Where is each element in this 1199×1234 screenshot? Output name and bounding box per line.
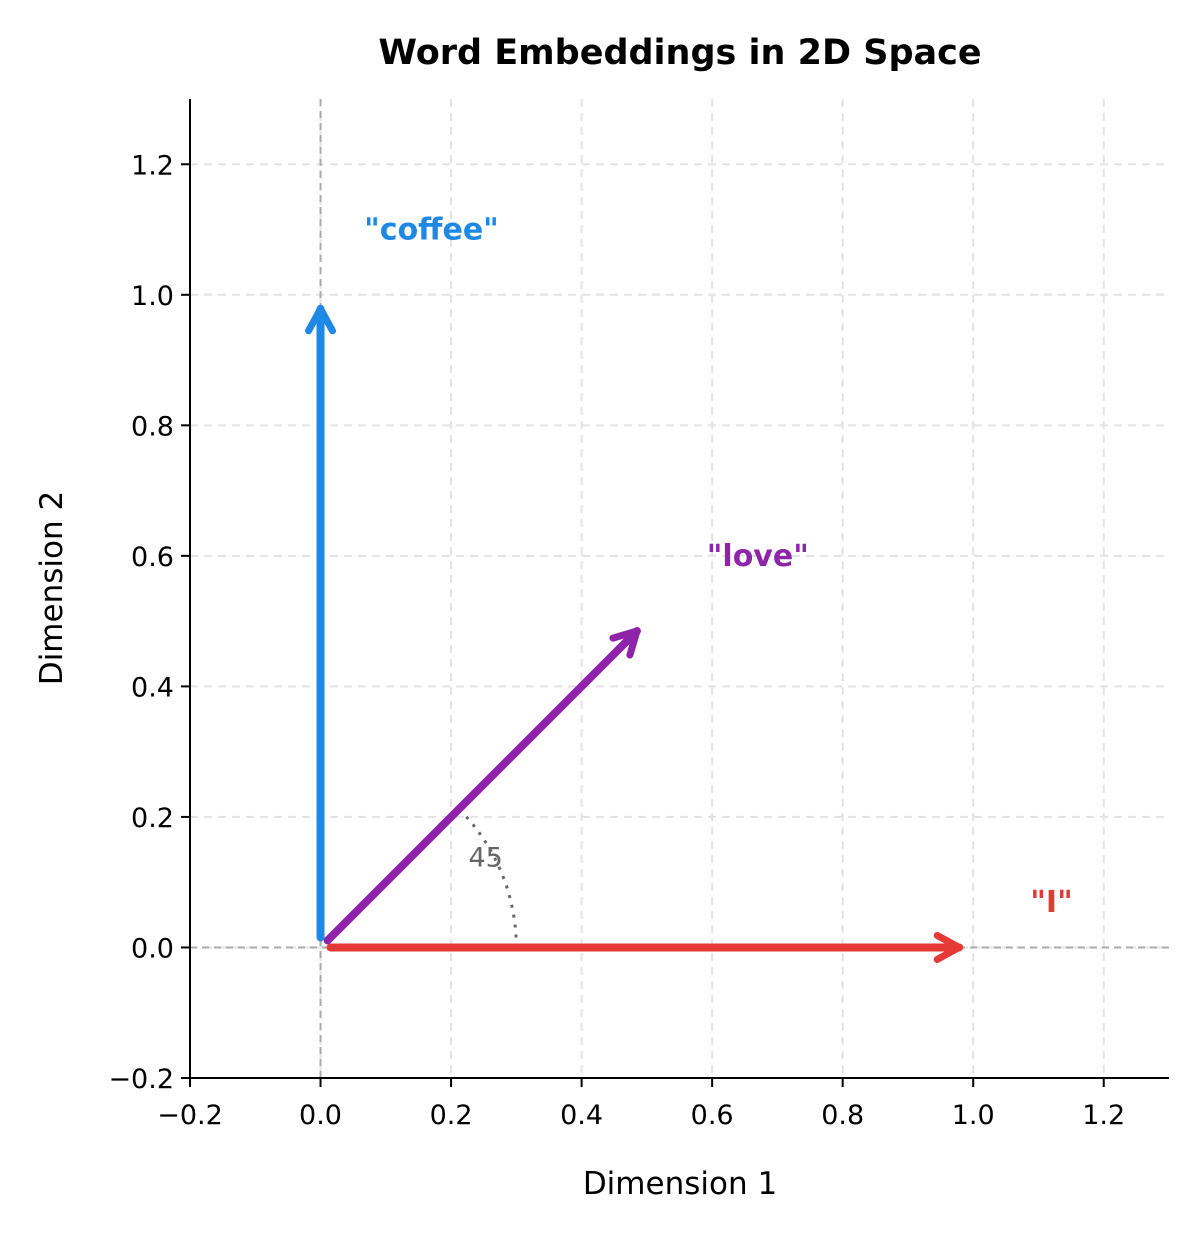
y-tick-label: 1.2 [131, 150, 174, 181]
y-tick-label: 0.6 [131, 542, 174, 573]
vector-arrowhead [305, 305, 337, 335]
vector-arrowhead [609, 627, 641, 659]
angle-label: 45 [468, 843, 502, 874]
axes: −0.2 −0.2 0.0 0.0 0.2 0.2 0.4 0.4 0.6 0.6 0.8 0.8 1.… [108, 99, 1169, 1131]
y-tick-label: 0.4 [131, 672, 174, 703]
y-tick-label: −0.2 [108, 1064, 174, 1095]
y-tick-label: 1.0 [131, 281, 174, 312]
y-tick-label: 0.0 [131, 933, 174, 964]
x-tick-label: 0.8 [821, 1100, 864, 1131]
vector-label: "I" [1030, 885, 1072, 920]
x-tick-label: 0.4 [560, 1100, 603, 1131]
vector-arrowhead [933, 931, 963, 963]
x-axis-label: Dimension 1 [583, 1166, 777, 1202]
marks: 45 "I" "love" "coffee" [305, 213, 1073, 963]
x-tick-label: 0.0 [299, 1100, 342, 1131]
x-tick-label: 1.0 [952, 1100, 995, 1131]
x-tick-label: −0.2 [157, 1100, 223, 1131]
x-tick-label: 1.2 [1082, 1100, 1125, 1131]
x-tick-label: 0.2 [430, 1100, 473, 1131]
vector-1 [323, 627, 641, 945]
y-tick-label: 0.8 [131, 411, 174, 442]
y-axis-label: Dimension 2 [34, 491, 70, 685]
x-tick-label: 0.6 [691, 1100, 734, 1131]
vector-label: "coffee" [364, 213, 499, 248]
vector-label: "love" [707, 539, 809, 574]
y-tick-label: 0.2 [131, 803, 174, 834]
chart-title: Word Embeddings in 2D Space [378, 33, 981, 73]
angle-arc [457, 807, 518, 948]
